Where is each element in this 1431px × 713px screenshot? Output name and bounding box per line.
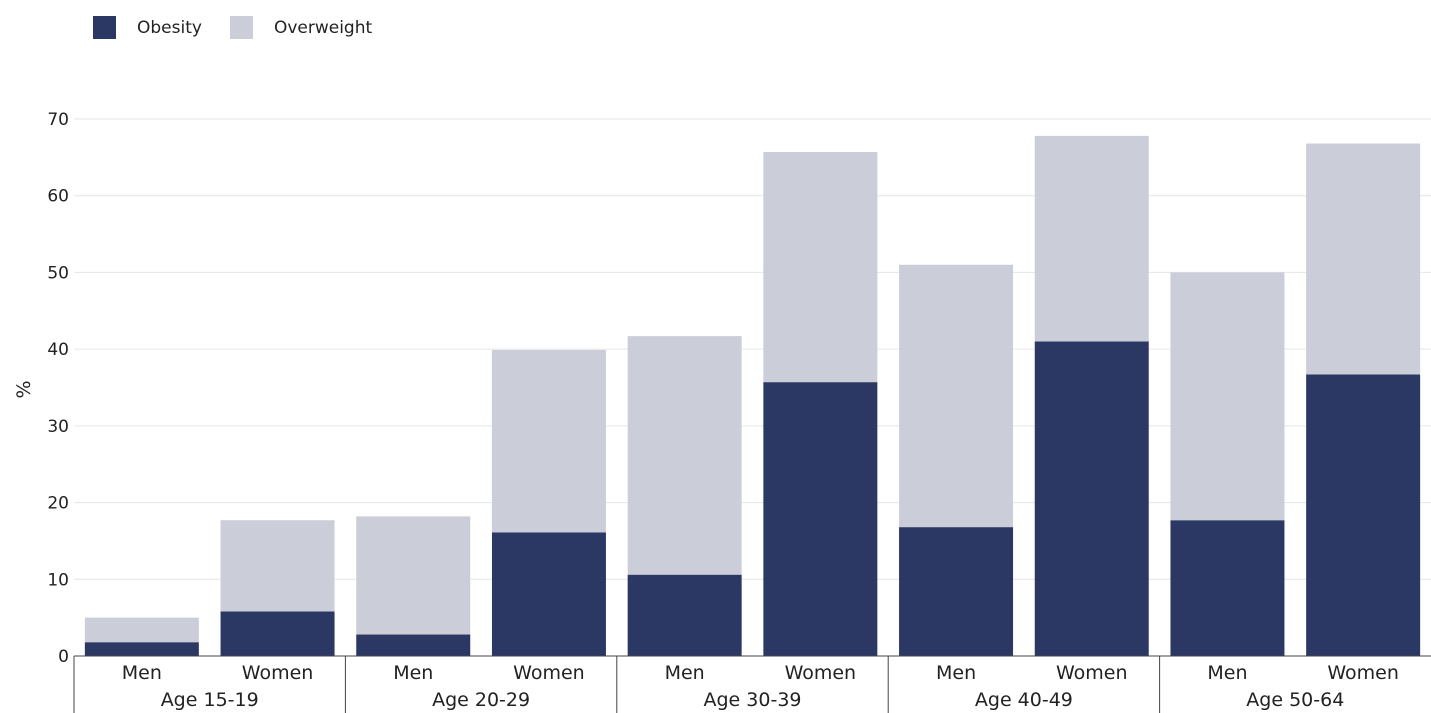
group-label-1: Age 20-29 xyxy=(432,689,530,711)
legend-swatch-overweight xyxy=(229,16,253,39)
x-axis: Men Women Men Women Men Women Men Women Men Women… xyxy=(73,655,1431,713)
bar-overweight-men-2[interactable] xyxy=(356,516,471,635)
y-tick-label-20: 20 xyxy=(47,494,69,514)
group-label-4: Age 50-64 xyxy=(1246,689,1344,711)
y-tick-label-10: 10 xyxy=(47,570,69,590)
x-tick-label-9: Women xyxy=(1327,662,1399,684)
x-tick-label-2: Men xyxy=(393,662,433,684)
legend-swatch-obesity xyxy=(93,16,116,39)
y-tick-label-0: 0 xyxy=(58,647,69,667)
bar-overweight-women-9[interactable] xyxy=(1306,143,1421,375)
y-tick-label-60: 60 xyxy=(47,187,69,207)
bar-obesity-women-7[interactable] xyxy=(1034,341,1149,656)
y-tick-label-50: 50 xyxy=(47,263,69,283)
bar-obesity-men-4[interactable] xyxy=(627,574,742,656)
bar-obesity-women-1[interactable] xyxy=(220,611,335,656)
bar-obesity-men-2[interactable] xyxy=(356,634,471,656)
bar-overweight-women-5[interactable] xyxy=(763,151,878,383)
bar-obesity-women-9[interactable] xyxy=(1306,374,1421,656)
bar-overweight-women-7[interactable] xyxy=(1034,135,1149,342)
bar-obesity-men-8[interactable] xyxy=(1170,520,1285,656)
group-label-0: Age 15-19 xyxy=(161,689,259,711)
bar-overweight-men-6[interactable] xyxy=(899,264,1014,528)
bar-overweight-men-4[interactable] xyxy=(627,336,742,575)
x-tick-label-0: Men xyxy=(122,662,162,684)
legend: Obesity Overweight xyxy=(93,16,400,39)
y-axis-ticks: 0 10 20 30 40 50 60 70 xyxy=(47,110,69,667)
x-tick-label-4: Men xyxy=(665,662,705,684)
y-tick-label-40: 40 xyxy=(47,340,69,360)
group-label-3: Age 40-49 xyxy=(975,689,1073,711)
bar-obesity-men-6[interactable] xyxy=(899,527,1014,656)
bar-overweight-women-1[interactable] xyxy=(220,520,335,612)
bar-obesity-women-5[interactable] xyxy=(763,382,878,656)
legend-label-overweight: Overweight xyxy=(273,17,373,38)
group-label-2: Age 30-39 xyxy=(704,689,802,711)
x-tick-label-5: Women xyxy=(785,662,857,684)
x-tick-label-8: Men xyxy=(1207,662,1247,684)
y-axis-label: % xyxy=(13,380,35,398)
x-tick-label-1: Women xyxy=(242,662,314,684)
x-tick-label-7: Women xyxy=(1056,662,1128,684)
bars xyxy=(84,135,1421,656)
bar-obesity-women-3[interactable] xyxy=(491,532,606,656)
y-tick-label-70: 70 xyxy=(47,110,69,130)
x-tick-label-3: Women xyxy=(513,662,585,684)
bar-overweight-women-3[interactable] xyxy=(491,349,606,533)
legend-item-overweight[interactable]: Overweight xyxy=(229,16,373,39)
legend-label-obesity: Obesity xyxy=(137,17,202,38)
y-tick-label-30: 30 xyxy=(47,417,69,437)
bar-obesity-men-0[interactable] xyxy=(84,642,199,656)
x-tick-label-6: Men xyxy=(936,662,976,684)
bar-overweight-men-0[interactable] xyxy=(84,617,199,643)
legend-item-obesity[interactable]: Obesity xyxy=(93,16,202,39)
bar-overweight-men-8[interactable] xyxy=(1170,272,1285,521)
